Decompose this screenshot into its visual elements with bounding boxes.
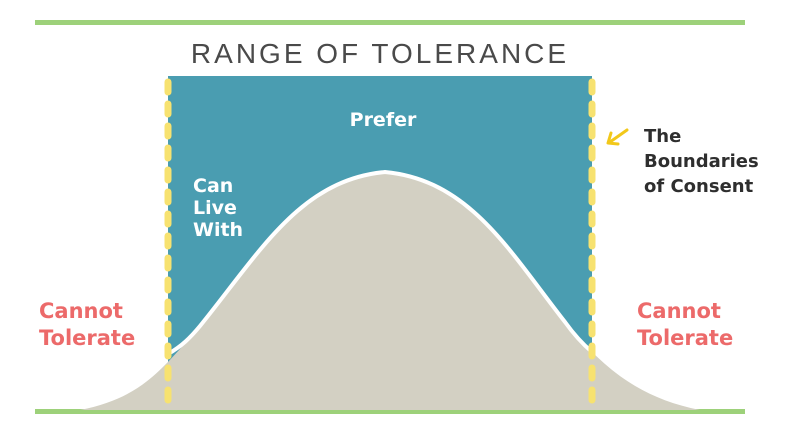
cannot-tolerate-left-label: Cannot Tolerate — [39, 299, 135, 350]
diagram-title: RANGE OF TOLERANCE — [191, 38, 569, 69]
can-live-with-label: Can Live With — [193, 175, 244, 241]
boundaries-of-consent-label: The Boundaries of Consent — [644, 126, 765, 197]
top-accent-line — [35, 20, 745, 25]
prefer-label: Prefer — [350, 109, 417, 131]
bottom-accent-line — [35, 409, 745, 414]
cannot-tolerate-right-label: Cannot Tolerate — [637, 299, 733, 350]
arrow-icon — [606, 128, 629, 146]
bell-curve-outline — [167, 169, 594, 356]
bell-curve — [80, 172, 700, 410]
